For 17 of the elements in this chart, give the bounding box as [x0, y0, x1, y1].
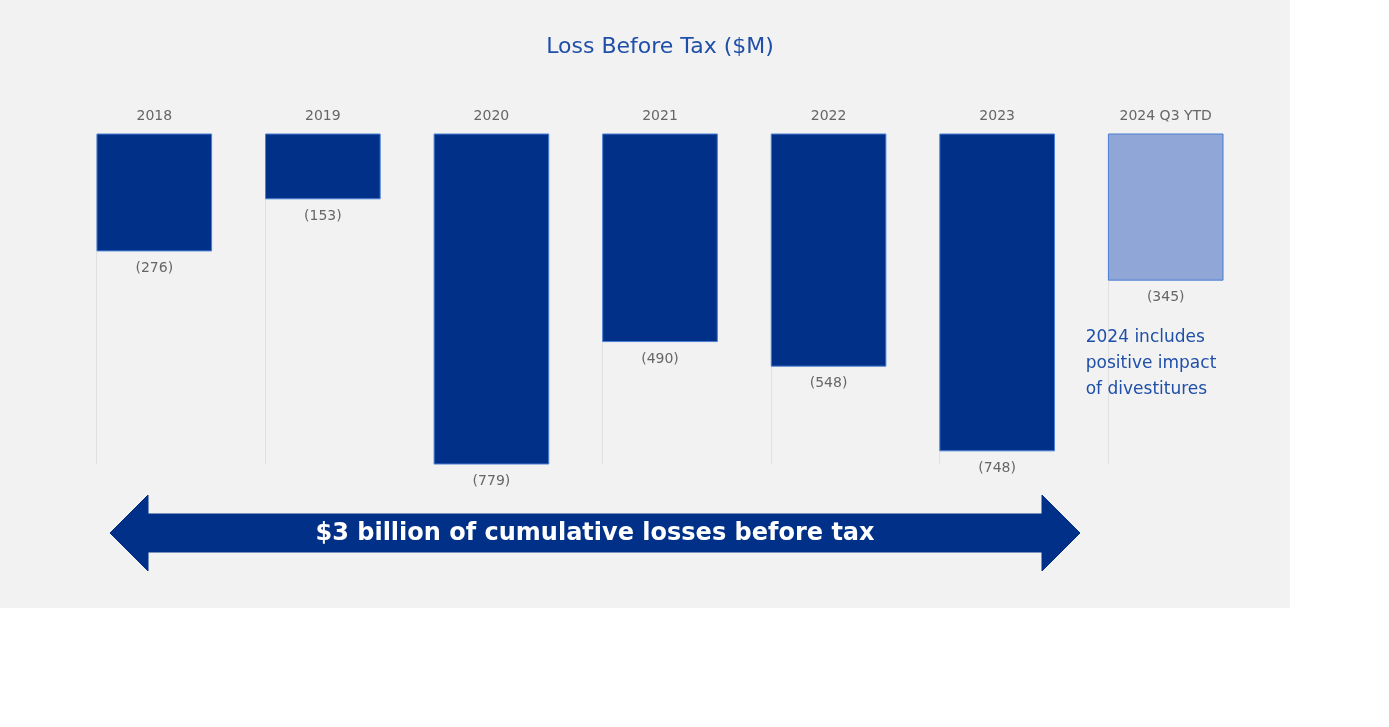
- data-label: (345): [1146, 288, 1185, 305]
- data-label: (548): [809, 374, 848, 391]
- data-label: (276): [135, 258, 174, 275]
- text: $3 billion of cumulative losses before tax: [315, 518, 876, 546]
- data-label: (779): [472, 472, 511, 488]
- x-tick-label: 2024 Q3 YTD: [1119, 106, 1212, 123]
- x-tick-label: 2021: [642, 106, 678, 123]
- x-tick-label: 2022: [810, 106, 847, 123]
- chart-title: Loss Before Tax ($M): [546, 33, 774, 58]
- data-label: (748): [978, 458, 1016, 475]
- x-tick-label: 2018: [136, 106, 173, 123]
- x-tick-label: 2020: [473, 106, 510, 123]
- x-tick-label: 2023: [979, 106, 1015, 123]
- data-label: (153): [304, 206, 342, 223]
- annotation: 2024 includes positive impact of divestitures: [1085, 326, 1217, 398]
- x-tick-label: 2019: [305, 106, 341, 123]
- data-label: (490): [641, 349, 679, 366]
